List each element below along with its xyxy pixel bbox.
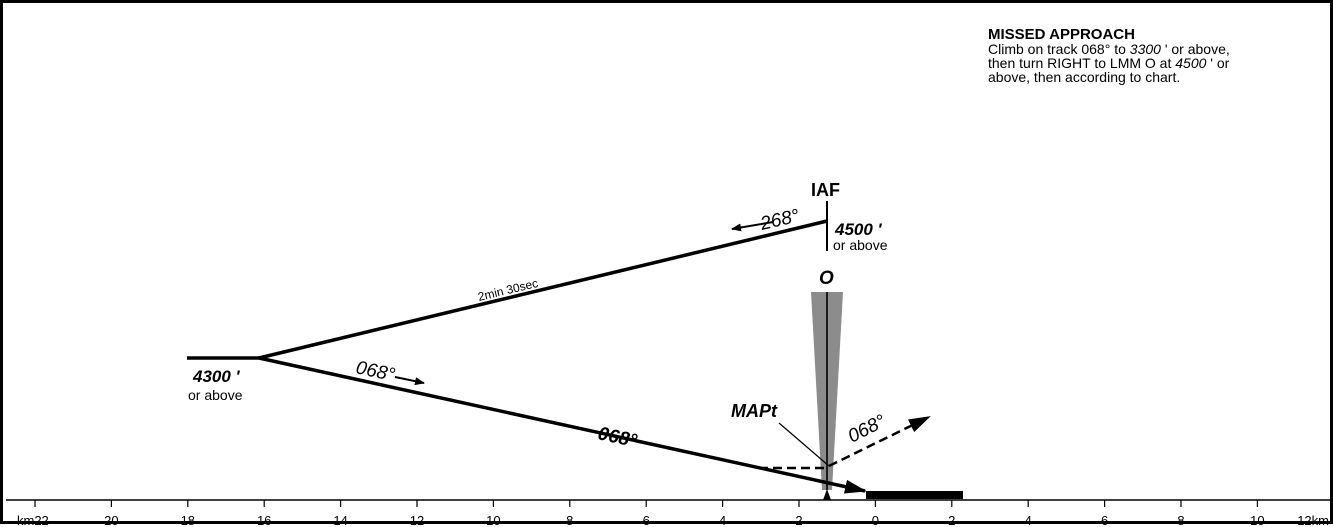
scale-label: 12 bbox=[410, 513, 424, 527]
outbound-track-label: 268° bbox=[757, 205, 801, 235]
scale-label: 10 bbox=[1250, 513, 1264, 527]
outbound-leg-line bbox=[258, 219, 828, 360]
scale-label: 16 bbox=[257, 513, 271, 527]
scale-label: 10 bbox=[486, 513, 500, 527]
scale-label: 2 bbox=[795, 513, 802, 527]
missed-approach-line-3: above, then according to chart. bbox=[988, 69, 1181, 85]
scale-label: 8 bbox=[566, 513, 573, 527]
scale-label: 4 bbox=[719, 513, 726, 527]
turn-altitude: 4300 ' bbox=[192, 367, 241, 386]
outbound-direction-arrow bbox=[731, 221, 774, 232]
lmm-label: O bbox=[819, 268, 834, 289]
iaf-or-above: or above bbox=[833, 237, 888, 253]
scale-label: 6 bbox=[643, 513, 650, 527]
scale-label: 4 bbox=[1025, 513, 1032, 527]
inbound-leg-line bbox=[258, 356, 867, 494]
scale-label: 0 bbox=[872, 513, 879, 527]
distance-scale: km22 20 18 16 14 12 10 8 6 4 2 0 2 4 6 8 10 12km bbox=[17, 500, 1329, 527]
missed-approach-turn-altitude: 4500 bbox=[1175, 55, 1207, 71]
scale-label: 8 bbox=[1177, 513, 1184, 527]
scale-label: 12km bbox=[1297, 513, 1329, 527]
missed-approach-line-2: then turn RIGHT to LMM O at 4500 ' or bbox=[988, 55, 1230, 71]
scale-label: 18 bbox=[181, 513, 195, 527]
missed-approach-line-1: Climb on track 068° to 3300 ' or above, bbox=[988, 41, 1230, 57]
turn-or-above: or above bbox=[188, 387, 243, 403]
scale-label: 20 bbox=[104, 513, 118, 527]
missed-approach-box: MISSED APPROACH Climb on track 068° to 3… bbox=[988, 26, 1318, 85]
scale-label: 14 bbox=[333, 513, 347, 527]
inbound-track-label-large: 068° bbox=[596, 423, 639, 452]
missed-approach-title: MISSED APPROACH bbox=[988, 26, 1135, 43]
scale-label: km22 bbox=[17, 513, 49, 527]
missed-approach-climb-altitude: 3300 bbox=[1129, 41, 1161, 57]
runway-bar bbox=[866, 491, 963, 499]
profile-drawing: IAF 4500 ' or above O MAPt 4300 ' or abo… bbox=[6, 180, 1333, 527]
scale-label: 6 bbox=[1101, 513, 1108, 527]
mapt-label: MAPt bbox=[731, 401, 778, 421]
inbound-direction-arrow bbox=[394, 376, 425, 386]
iaf-altitude: 4500 ' bbox=[834, 220, 883, 239]
missed-approach-dashed-line bbox=[828, 415, 931, 468]
mapt-leader-line bbox=[778, 422, 830, 467]
scale-label: 2 bbox=[948, 513, 955, 527]
missed-track-label: 068° bbox=[845, 411, 890, 448]
iaf-label: IAF bbox=[811, 180, 840, 200]
threshold-marker bbox=[823, 489, 831, 500]
